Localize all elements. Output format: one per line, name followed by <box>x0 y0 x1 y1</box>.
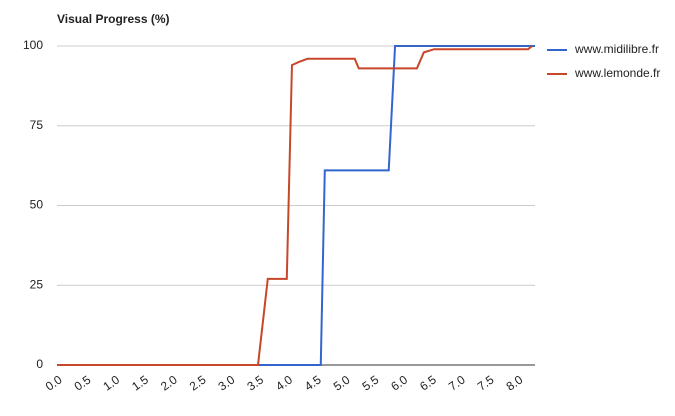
x-tick-label: 4.0 <box>273 372 295 393</box>
y-tick-label: 75 <box>30 118 44 132</box>
x-tick-label: 8.0 <box>504 372 526 393</box>
x-tick-label: 0.5 <box>72 372 94 393</box>
series-line <box>57 45 533 366</box>
y-tick-label: 100 <box>23 38 43 52</box>
x-tick-label: 5.5 <box>360 372 382 393</box>
x-tick-label: 7.0 <box>446 372 468 393</box>
x-tick-label: 6.5 <box>417 372 439 393</box>
legend-label: www.midilibre.fr <box>574 42 659 56</box>
y-tick-label: 0 <box>36 357 43 371</box>
y-tick-label: 50 <box>30 198 44 212</box>
x-tick-label: 5.0 <box>331 372 353 393</box>
x-tick-label: 6.0 <box>388 372 410 393</box>
y-tick-label: 25 <box>30 277 44 291</box>
x-tick-label: 0.0 <box>43 372 65 393</box>
chart-title: Visual Progress (%) <box>57 12 170 26</box>
legend-label: www.lemonde.fr <box>574 66 660 80</box>
x-tick-label: 3.5 <box>244 372 266 393</box>
x-tick-label: 4.5 <box>302 372 324 393</box>
series-line <box>57 45 535 366</box>
x-tick-label: 1.0 <box>100 372 122 393</box>
x-tick-label: 2.5 <box>187 372 209 393</box>
x-tick-label: 1.5 <box>129 372 151 393</box>
x-tick-label: 7.5 <box>475 372 497 393</box>
x-tick-label: 3.0 <box>216 372 238 393</box>
x-tick-label: 2.0 <box>158 372 180 393</box>
